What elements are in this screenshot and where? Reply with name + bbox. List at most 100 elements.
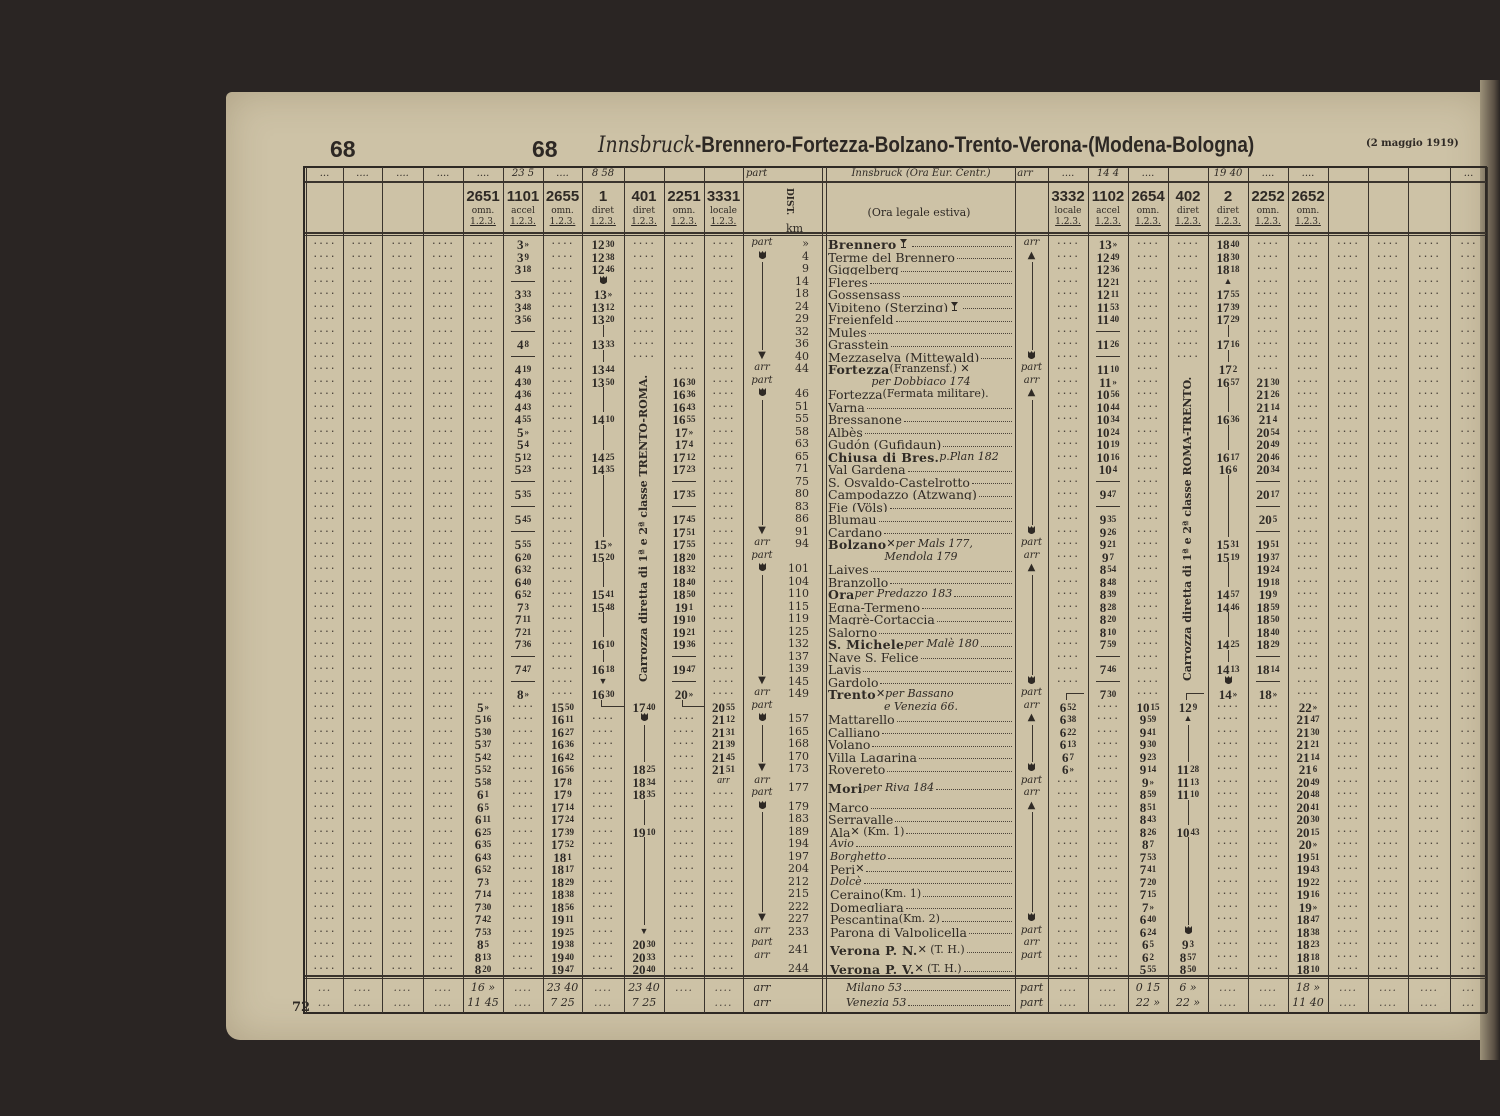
direction-mark (1016, 474, 1047, 487)
time-cell: .... (431, 499, 455, 509)
time-cell: .... (1296, 487, 1320, 496)
time-cell: .... (1417, 749, 1441, 759)
time-cell: .... (1336, 524, 1360, 534)
footer-part-label: part (1019, 996, 1044, 1009)
time-cell: .... (471, 499, 495, 509)
time-cell: .... (350, 487, 375, 496)
through-line (762, 612, 763, 625)
through-line (1031, 612, 1033, 625)
time-cell: ... (1459, 762, 1478, 771)
time-cell: .... (1336, 799, 1360, 809)
time-cell: .... (711, 874, 736, 884)
time-cell: .... (1296, 549, 1320, 559)
time-cell: ... (1459, 537, 1478, 546)
time-cell: .... (390, 274, 415, 284)
time-cell: .... (471, 462, 495, 471)
time-cell: .... (431, 287, 455, 296)
time-cell: .... (471, 237, 495, 246)
time-cell: 2145 (712, 749, 735, 765)
time-cell: .... (1176, 287, 1200, 296)
time-cell: .... (550, 237, 575, 246)
page-number: 68 (330, 136, 356, 162)
dot-leader (887, 762, 1012, 772)
distance-km: 91 (795, 524, 809, 538)
time-cell: ... (1459, 324, 1478, 334)
time-cell: .... (1417, 712, 1441, 721)
footer-part-label: part (1019, 981, 1044, 994)
train-2252-top-note: .... (1261, 168, 1275, 179)
time-cell: .... (1296, 262, 1320, 271)
direction-mark (745, 562, 779, 575)
column-divider (1208, 167, 1209, 1013)
time-cell: .... (1296, 362, 1320, 371)
time-cell: .... (550, 274, 575, 284)
time-cell: 742 (474, 912, 492, 927)
time-cell: .... (1056, 937, 1080, 946)
distance-km: 36 (795, 337, 809, 350)
time-cell: .... (431, 449, 455, 459)
time-cell: .... (591, 874, 615, 884)
column-divider (382, 167, 383, 1013)
time-cell: .... (1216, 799, 1240, 809)
connection-note: per Malè 180 (904, 637, 979, 650)
station-row: Ceraino (Km. 1) (828, 887, 1014, 900)
distance-km: 55 (795, 412, 809, 425)
time-cell: .... (431, 574, 455, 584)
time-cell: .... (1096, 737, 1120, 746)
time-cell: 620 (514, 549, 532, 565)
time-cell: .... (1376, 962, 1400, 971)
time-cell: ... (1459, 749, 1478, 759)
time-cell: .... (350, 762, 375, 771)
time-cell: .... (471, 349, 495, 359)
time-cell: .... (312, 412, 337, 421)
time-cell: .... (431, 712, 455, 721)
dot-leader (968, 925, 1012, 934)
time-cell: .... (1336, 299, 1360, 309)
time-cell: .... (1056, 262, 1080, 271)
time-cell: .... (471, 662, 495, 671)
time-cell: 15» (593, 537, 613, 552)
station-row: Bressanone (828, 412, 1014, 425)
time-cell: .... (312, 549, 337, 559)
time-cell: .... (1216, 824, 1240, 834)
time-cell: .... (1296, 649, 1320, 659)
direction-mark (745, 399, 779, 412)
time-cell: 443 (514, 399, 532, 415)
time-cell: .... (711, 524, 736, 534)
column-divider (743, 167, 744, 1013)
time-cell: .... (1096, 824, 1120, 834)
time-cell: 2041 (1296, 799, 1320, 815)
column-divider (1168, 167, 1169, 1013)
time-cell (582, 499, 624, 512)
direction-mark (1016, 525, 1047, 538)
column-divider (1368, 167, 1369, 1013)
direction-mark: arr (754, 537, 770, 548)
time-cell: .... (390, 574, 415, 584)
time-cell: .... (632, 287, 656, 296)
time-cell: 2048 (1296, 787, 1320, 802)
direction-mark: part (751, 787, 773, 798)
train-number: 2654 (1131, 188, 1165, 205)
time-cell: .... (350, 349, 375, 359)
time-cell: .... (672, 712, 696, 721)
arrow-up-icon: ▲ (1223, 275, 1233, 286)
station-row: Magrè-Cortaccia (828, 612, 1014, 625)
time-cell: .... (1417, 462, 1441, 471)
column-divider (582, 167, 583, 1013)
time-cell: .... (511, 874, 535, 884)
time-cell: .... (390, 487, 415, 496)
through-line (1031, 837, 1033, 850)
time-cell: .... (550, 537, 575, 546)
time-cell: .... (1136, 237, 1160, 246)
through-line (762, 412, 763, 425)
time-cell: .... (350, 537, 375, 546)
station-row: Domegliara (828, 900, 1014, 912)
time-cell: .... (1136, 524, 1160, 534)
footer-station-row: Milano 53 (846, 981, 1012, 994)
time-cell: 419 (514, 362, 532, 377)
bottom-page-ref: 72 (292, 1000, 311, 1015)
time-cell: .... (1216, 812, 1240, 821)
time-cell: .... (390, 599, 415, 609)
station-row: Mori per Riva 184 (828, 781, 1014, 793)
time-cell: .... (711, 237, 736, 246)
